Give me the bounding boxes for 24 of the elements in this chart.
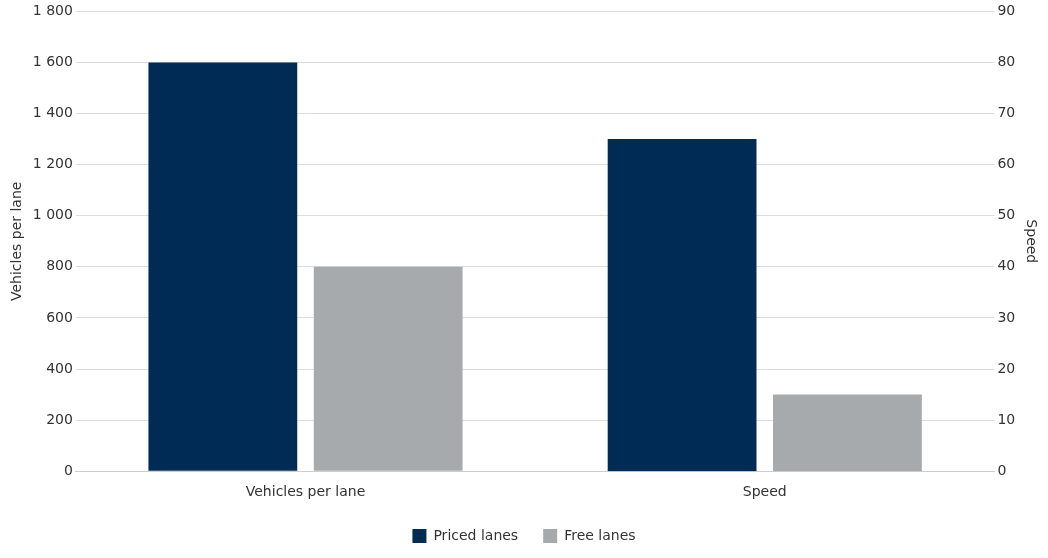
y-axis-title: Vehicles per lane [8, 181, 25, 302]
y-tick-label: 800 [46, 257, 73, 274]
y2-tick-label: 30 [997, 308, 1016, 325]
y-tick-label: 1 600 [32, 53, 73, 70]
y-tick-label: 0 [63, 461, 73, 478]
y-tick-label: 1 000 [32, 206, 73, 223]
y2-tick-label: 90 [997, 2, 1016, 19]
y-tick-label: 400 [46, 359, 73, 376]
y-tick-label: 1 200 [32, 155, 73, 172]
y2-tick-label: 50 [997, 206, 1016, 223]
y2-tick-label: 20 [997, 359, 1016, 376]
legend-label: Free lanes [564, 526, 636, 543]
y-tick-label: 600 [46, 308, 73, 325]
y2-tick-label: 60 [997, 155, 1016, 172]
y2-tick-label: 80 [997, 53, 1016, 70]
y2-tick-label: 70 [997, 104, 1016, 121]
y-tick-label: 1 400 [32, 104, 73, 121]
y2-tick-label: 10 [997, 410, 1016, 427]
legend-label: Priced lanes [433, 526, 519, 543]
y-tick-label: 200 [46, 410, 73, 427]
y2-tick-label: 0 [997, 461, 1007, 478]
y-tick-label: 1 800 [32, 2, 73, 19]
y2-tick-label: 40 [997, 257, 1016, 274]
y2-axis-title: Speed [1023, 219, 1040, 264]
